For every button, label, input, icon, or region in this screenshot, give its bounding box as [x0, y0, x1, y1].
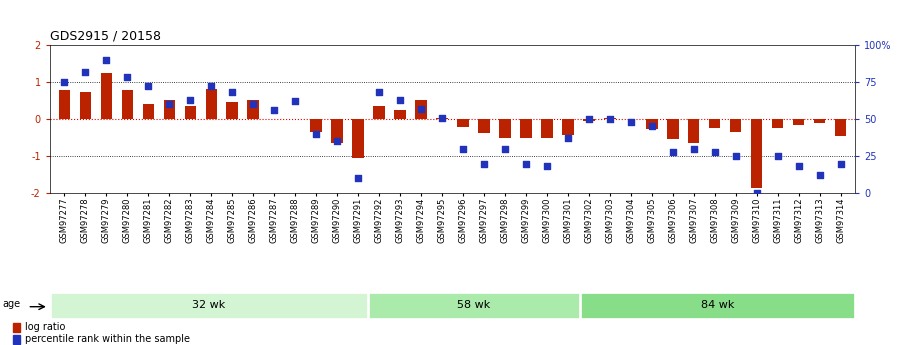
Bar: [500, 119, 510, 138]
Text: percentile rank within the sample: percentile rank within the sample: [24, 334, 189, 344]
Bar: [59, 90, 71, 119]
Bar: [310, 119, 322, 132]
Bar: [415, 100, 427, 119]
Text: log ratio: log ratio: [24, 322, 65, 332]
Bar: [164, 100, 175, 119]
Bar: [751, 119, 762, 188]
Bar: [226, 102, 238, 119]
Point: [309, 131, 323, 137]
Point: [225, 90, 240, 95]
Bar: [709, 119, 720, 128]
Point: [246, 101, 261, 107]
Bar: [814, 119, 825, 123]
Point: [560, 136, 575, 141]
Point: [183, 97, 197, 102]
Bar: [583, 119, 595, 121]
Bar: [368, 293, 578, 318]
Text: 32 wk: 32 wk: [192, 300, 225, 310]
Point: [120, 75, 135, 80]
Text: 84 wk: 84 wk: [700, 300, 734, 310]
Point: [288, 98, 302, 104]
Point: [141, 83, 156, 89]
Bar: [121, 90, 133, 119]
Point: [770, 153, 785, 159]
Bar: [457, 119, 469, 127]
Point: [330, 138, 345, 144]
Point: [687, 146, 701, 151]
Point: [834, 161, 848, 166]
Bar: [51, 293, 367, 318]
Point: [477, 161, 491, 166]
Point: [100, 57, 114, 62]
Bar: [581, 293, 854, 318]
Bar: [331, 119, 343, 143]
Point: [498, 146, 512, 151]
Point: [582, 116, 596, 122]
Bar: [541, 119, 553, 138]
Bar: [143, 104, 154, 119]
Point: [434, 115, 449, 120]
Point: [603, 116, 617, 122]
Point: [162, 101, 176, 107]
Bar: [352, 119, 364, 158]
Bar: [520, 119, 531, 138]
Point: [414, 106, 428, 111]
Text: GDS2915 / 20158: GDS2915 / 20158: [50, 29, 161, 42]
Point: [624, 119, 638, 125]
Bar: [100, 73, 112, 119]
Point: [57, 79, 71, 85]
Bar: [834, 119, 846, 136]
Point: [665, 149, 680, 155]
Bar: [13, 323, 21, 332]
Point: [813, 172, 827, 178]
Bar: [604, 118, 615, 119]
Bar: [205, 89, 217, 119]
Point: [267, 107, 281, 113]
Bar: [646, 119, 658, 129]
Bar: [478, 119, 490, 133]
Point: [456, 146, 471, 151]
Bar: [374, 106, 385, 119]
Bar: [185, 106, 196, 119]
Point: [729, 153, 743, 159]
Text: 58 wk: 58 wk: [457, 300, 491, 310]
Point: [539, 164, 554, 169]
Bar: [13, 335, 21, 344]
Point: [204, 83, 218, 89]
Point: [393, 97, 407, 102]
Point: [644, 124, 659, 129]
Bar: [80, 92, 91, 119]
Bar: [247, 100, 259, 119]
Point: [372, 90, 386, 95]
Bar: [688, 119, 700, 143]
Bar: [667, 119, 679, 139]
Point: [519, 161, 533, 166]
Bar: [772, 119, 784, 128]
Text: age: age: [3, 299, 21, 309]
Point: [708, 149, 722, 155]
Point: [749, 190, 764, 196]
Point: [351, 176, 366, 181]
Bar: [395, 110, 405, 119]
Bar: [562, 119, 574, 135]
Bar: [793, 119, 805, 125]
Point: [791, 164, 805, 169]
Point: [78, 69, 92, 74]
Bar: [436, 118, 448, 119]
Bar: [730, 119, 741, 132]
